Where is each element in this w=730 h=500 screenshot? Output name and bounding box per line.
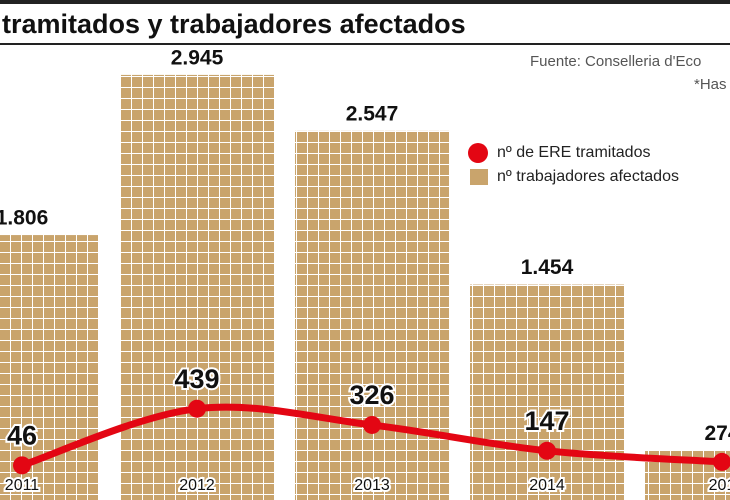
x-tick-label: 201 xyxy=(709,477,730,494)
line-value-label: 46 xyxy=(7,420,37,450)
bar xyxy=(470,284,624,500)
line-value-label: 439 xyxy=(174,364,219,394)
line-marker xyxy=(13,456,31,475)
line-value-label: 326 xyxy=(349,380,394,410)
chart-title: tramitados y trabajadores afectados xyxy=(2,9,466,39)
source: Fuente: Conselleria d'Eco xyxy=(530,53,701,70)
x-tick-label: 2011 xyxy=(5,477,40,494)
line-marker xyxy=(538,441,556,460)
title-rule xyxy=(0,43,730,45)
legend-marker xyxy=(468,143,488,163)
line-marker xyxy=(363,415,381,434)
bar-value-label: 1.806 xyxy=(0,207,48,230)
legend-swatch xyxy=(470,169,488,185)
x-tick-label: 2014 xyxy=(529,477,565,494)
note: *Has xyxy=(694,76,727,93)
line-marker xyxy=(713,452,730,471)
x-tick-label: 2012 xyxy=(179,477,215,494)
bar-value-label: 2.945 xyxy=(171,46,224,69)
legend-label: nº de ERE tramitados xyxy=(497,144,650,161)
line-marker xyxy=(188,399,206,418)
top-rule xyxy=(0,0,730,4)
bar xyxy=(120,74,274,500)
bar-value-label: 2.547 xyxy=(346,102,399,125)
x-tick-label: 2013 xyxy=(354,477,390,494)
legend: nº de ERE tramitados nº trabajadores afec… xyxy=(468,143,679,185)
legend-label: nº trabajadores afectados xyxy=(497,168,679,185)
line-value-label: 147 xyxy=(524,406,569,436)
bar-value-label: 274 xyxy=(704,422,730,445)
bar-value-label: 1.454 xyxy=(521,256,574,279)
bar xyxy=(295,130,449,500)
